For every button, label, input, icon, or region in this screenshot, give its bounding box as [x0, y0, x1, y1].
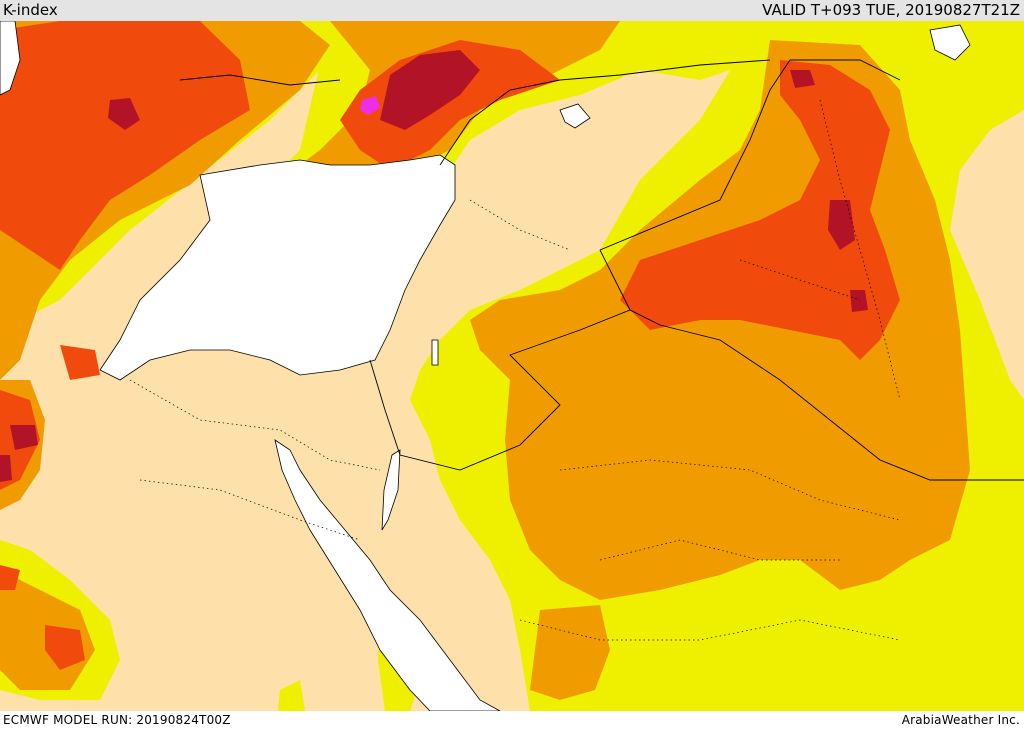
magenta-peak	[360, 96, 380, 115]
map-footer: ECMWF MODEL RUN: 20190824T00Z ArabiaWeat…	[0, 711, 1024, 729]
province-borders	[129, 99, 901, 641]
map-title: K-index	[3, 1, 58, 19]
map-canvas	[0, 21, 1024, 711]
credit-label: ArabiaWeather Inc.	[901, 713, 1020, 727]
k-index-map	[0, 21, 1024, 711]
map-header: K-index VALID T+093 TUE, 20190827T21Z	[0, 0, 1024, 21]
valid-time: VALID T+093 TUE, 20190827T21Z	[762, 1, 1020, 19]
model-run-label: ECMWF MODEL RUN: 20190824T00Z	[3, 713, 231, 727]
water-bodies	[0, 21, 971, 711]
country-borders	[179, 59, 1024, 481]
